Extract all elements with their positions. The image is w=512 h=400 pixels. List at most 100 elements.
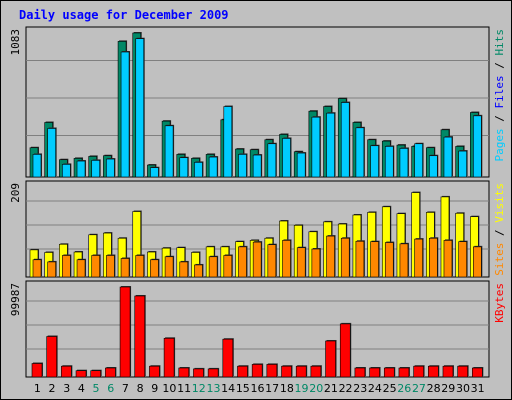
legend-entry: KBytes — [493, 283, 506, 323]
day-label-22: 22 — [339, 382, 353, 395]
bar-sites-day-22 — [340, 237, 350, 278]
bar-files-day-24 — [370, 145, 379, 178]
day-label-4: 4 — [78, 382, 85, 395]
bar-sites-day-14 — [223, 255, 233, 278]
day-label-10: 10 — [162, 382, 176, 395]
day-label-9: 9 — [151, 382, 158, 395]
bar-kbytes-day-5 — [90, 370, 102, 378]
bar-kbytes-day-30 — [457, 365, 468, 378]
bar-kbytes-day-23 — [354, 367, 366, 378]
chart-title: Daily usage for December 2009 — [19, 8, 229, 22]
bar-files-day-20 — [311, 116, 321, 178]
legend-entry: / — [493, 223, 506, 243]
bar-kbytes-day-24 — [369, 367, 380, 378]
bar-files-day-19 — [296, 152, 306, 178]
bar-sites-day-25 — [384, 242, 394, 278]
bar-kbytes-day-26 — [398, 367, 410, 378]
bar-sites-day-9 — [150, 259, 159, 278]
bar-sites-day-10 — [164, 256, 174, 278]
bar-sites-day-17 — [267, 244, 277, 278]
bar-sites-day-16 — [252, 241, 262, 278]
day-label-13: 13 — [206, 382, 220, 395]
bar-kbytes-day-27 — [413, 365, 424, 378]
panel-hits: 1083 Pages / Files / Hits — [9, 26, 506, 178]
bar-kbytes-day-11 — [178, 367, 190, 378]
day-label-28: 28 — [427, 382, 441, 395]
day-label-11: 11 — [177, 382, 191, 395]
bar-files-day-30 — [458, 150, 467, 178]
bar-sites-day-18 — [282, 240, 291, 278]
bar-kbytes-day-19 — [295, 365, 307, 378]
day-label-17: 17 — [265, 382, 279, 395]
bar-files-day-2 — [47, 128, 56, 178]
legend-entry: / — [493, 56, 506, 76]
bar-kbytes-day-3 — [61, 365, 72, 378]
bar-sites-day-27 — [414, 238, 423, 278]
legend-entry: Files — [493, 75, 506, 108]
day-label-8: 8 — [137, 382, 144, 395]
bar-kbytes-day-2 — [46, 336, 57, 378]
bar-sites-day-15 — [238, 246, 247, 278]
bar-files-day-3 — [62, 164, 71, 178]
day-label-16: 16 — [251, 382, 265, 395]
bar-kbytes-day-10 — [163, 337, 175, 378]
bar-kbytes-day-16 — [251, 364, 263, 378]
bar-kbytes-day-25 — [383, 367, 395, 378]
bar-kbytes-day-22 — [339, 323, 351, 378]
day-label-23: 23 — [353, 382, 367, 395]
bar-sites-day-19 — [296, 247, 306, 278]
day-label-20: 20 — [309, 382, 323, 395]
day-label-2: 2 — [49, 382, 56, 395]
legend-entry: / — [493, 109, 506, 129]
bar-files-day-26 — [399, 148, 409, 178]
bar-sites-day-13 — [208, 256, 218, 278]
y-max-label-kbytes: 99987 — [9, 283, 22, 316]
legend-hits: Pages / Files / Hits — [493, 29, 506, 162]
bar-sites-day-5 — [91, 255, 101, 278]
bar-sites-day-8 — [135, 255, 145, 278]
day-label-25: 25 — [383, 382, 397, 395]
bar-sites-day-29 — [443, 240, 453, 278]
day-label-21: 21 — [324, 382, 338, 395]
bar-sites-day-12 — [194, 264, 203, 278]
bar-files-day-4 — [76, 160, 86, 178]
legend-entry: Hits — [493, 29, 506, 56]
bar-files-day-18 — [282, 138, 291, 178]
bar-files-day-13 — [208, 156, 218, 178]
legend-entry: Visits — [493, 183, 506, 223]
day-label-24: 24 — [368, 382, 382, 395]
legend-visits: Sites / Visits — [493, 183, 506, 276]
bar-files-day-27 — [414, 143, 423, 178]
bar-sites-day-2 — [47, 261, 56, 278]
bar-kbytes-day-20 — [310, 365, 322, 378]
day-label-14: 14 — [221, 382, 235, 395]
bar-kbytes-day-7 — [119, 286, 131, 378]
bar-sites-day-6 — [106, 255, 115, 278]
bar-files-day-31 — [473, 115, 482, 178]
bar-kbytes-day-31 — [472, 367, 483, 378]
day-label-5: 5 — [93, 382, 100, 395]
bar-files-day-16 — [252, 154, 262, 178]
legend-entry: Pages — [493, 128, 506, 161]
y-max-label-hits: 1083 — [9, 29, 22, 56]
bar-kbytes-day-17 — [266, 364, 278, 378]
bar-kbytes-day-8 — [134, 295, 146, 378]
bar-sites-day-7 — [120, 258, 130, 278]
bar-files-day-8 — [135, 38, 145, 178]
day-label-1: 1 — [34, 382, 41, 395]
bar-files-day-7 — [120, 51, 130, 178]
bar-files-day-21 — [326, 112, 335, 178]
bar-sites-day-31 — [473, 246, 482, 278]
bar-files-day-14 — [223, 106, 233, 178]
bar-sites-day-1 — [32, 259, 42, 278]
bar-files-day-17 — [267, 143, 277, 178]
bar-files-day-23 — [355, 127, 365, 178]
bar-kbytes-day-13 — [207, 368, 219, 378]
day-label-15: 15 — [236, 382, 250, 395]
bar-kbytes-day-14 — [222, 338, 234, 378]
y-max-label-visits: 209 — [9, 183, 22, 203]
bar-kbytes-day-1 — [31, 363, 43, 378]
bar-kbytes-day-9 — [149, 365, 160, 378]
bar-files-day-22 — [340, 102, 350, 178]
